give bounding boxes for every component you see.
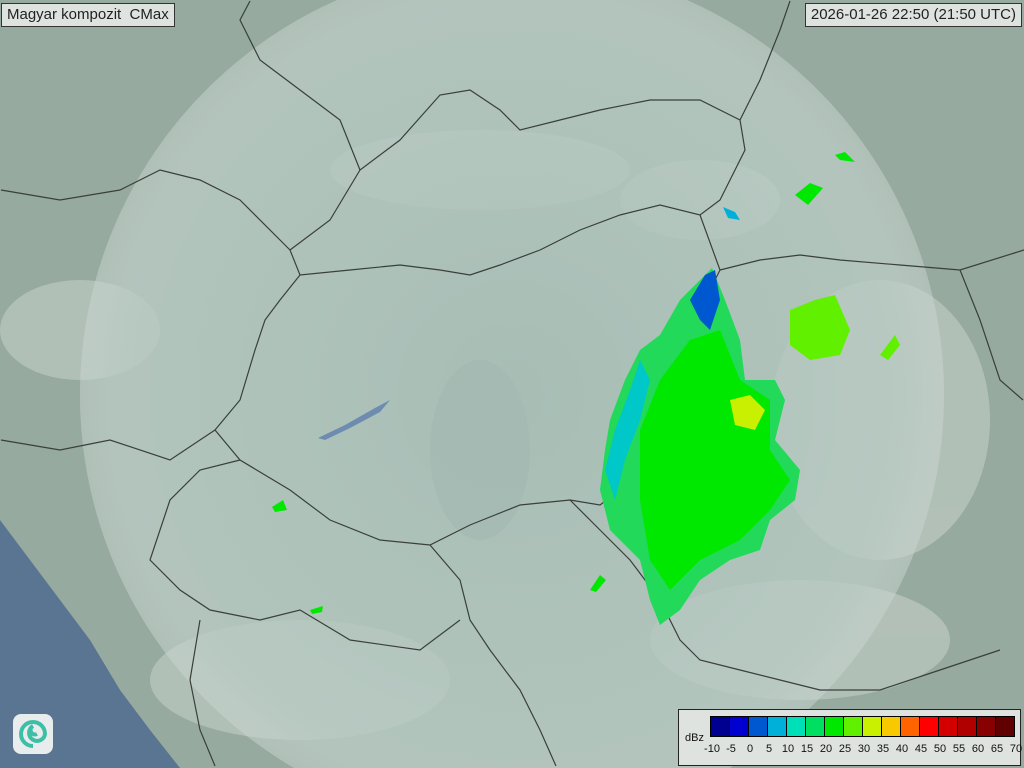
legend-swatch [996,717,1014,736]
legend-swatch [920,717,939,736]
swirl-logo-icon [13,714,53,754]
legend-tick-label: 55 [952,743,966,755]
legend-tick-label: 50 [933,743,947,755]
timestamp: 2026-01-26 22:50 (21:50 UTC) [804,3,1022,27]
legend-swatch [939,717,958,736]
legend-swatch [768,717,787,736]
radar-echoes [272,152,900,625]
echo-west [272,500,287,512]
legend-swatch [787,717,806,736]
legend-tick-label: 65 [990,743,1004,755]
legend-swatch [844,717,863,736]
legend-swatch [825,717,844,736]
legend-swatch [882,717,901,736]
adriatic-sea [0,520,180,768]
legend-tick-label: -5 [726,743,736,755]
great-plain [430,360,530,540]
legend-tick-label: 60 [971,743,985,755]
legend-tick-label: 0 [746,743,754,755]
legend-swatch [711,717,730,736]
lake-balaton [318,400,390,440]
legend-unit: dBz [685,732,704,744]
legend-tick-label: 35 [876,743,890,755]
echo-blue-band [690,270,720,330]
legend-tick-label: 25 [838,743,852,755]
legend-swatch [749,717,768,736]
legend-swatch [958,717,977,736]
echo-north-1 [795,183,823,205]
legend-swatch [863,717,882,736]
legend-tick-label: -10 [704,743,720,755]
legend-swatch [806,717,825,736]
legend-tick-label: 30 [857,743,871,755]
legend-swatch [901,717,920,736]
legend-tick-label: 20 [819,743,833,755]
legend-color-bar [710,716,1015,737]
legend-swatch [730,717,749,736]
echo-core-green [640,330,790,590]
map-title: Magyar kompozit CMax [1,3,175,27]
legend-tick-label: 45 [914,743,928,755]
legend-tick-label: 15 [800,743,814,755]
legend-tick-label: 70 [1009,743,1023,755]
echo-south [590,575,606,592]
echo-yellow-core [730,395,765,430]
legend-tick-label: 40 [895,743,909,755]
legend-tick-label: 5 [765,743,773,755]
legend-swatch [977,717,996,736]
echo-southwest [310,606,323,614]
echo-edge-cyan [605,360,650,500]
echo-north-3 [723,207,740,220]
echo-east-cell [880,335,900,360]
legend-tick-label: 10 [781,743,795,755]
echo-ne-cell [790,295,850,360]
echo-north-2 [835,152,855,162]
legend-ticks: -10 -5 0 5 10 15 20 25 30 35 40 45 50 55 60 65 70 [702,743,1022,757]
dbz-legend: dBz -10 -5 0 5 10 15 20 25 30 35 40 45 50 55 60 65 70 [678,709,1022,766]
